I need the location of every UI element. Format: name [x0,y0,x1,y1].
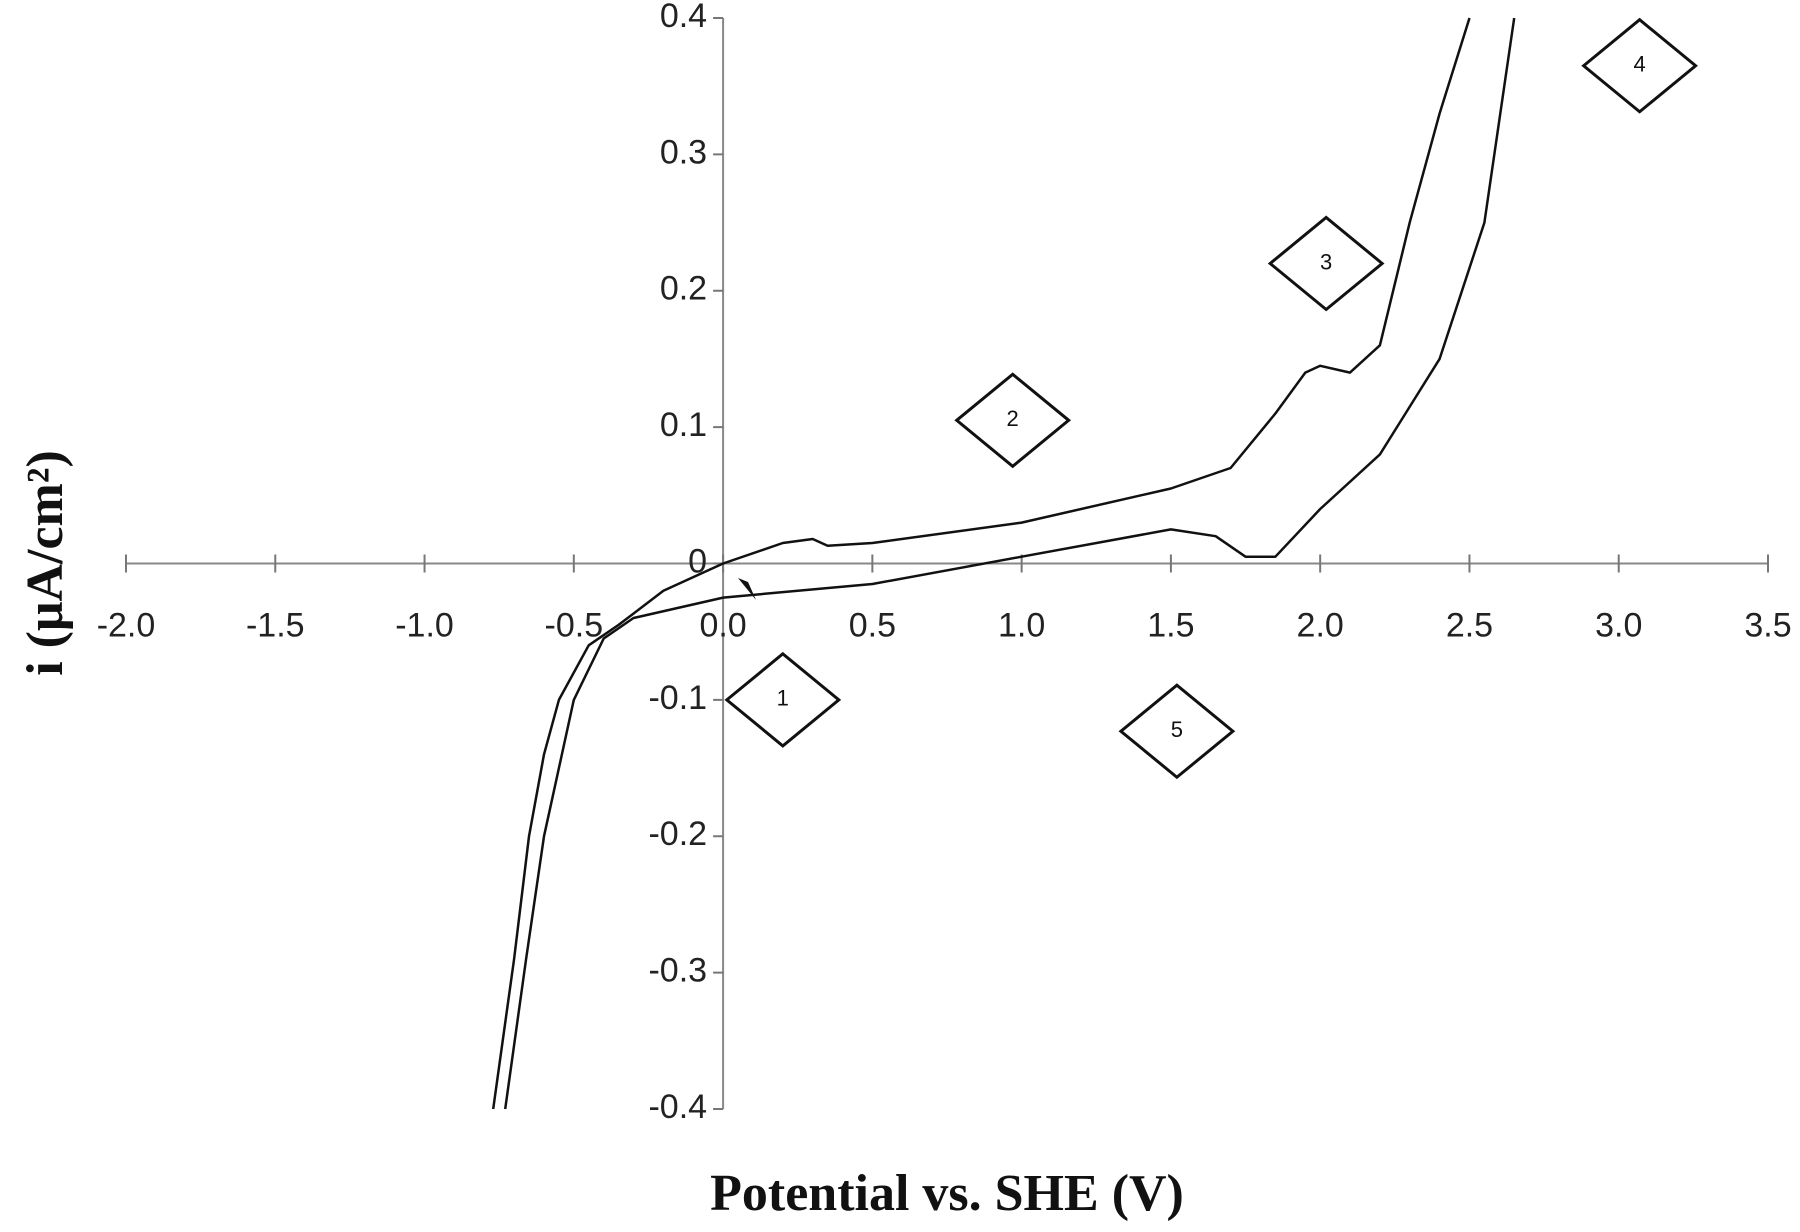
annotation-diamond [954,372,1072,469]
annotation-label: 4 [1634,52,1646,77]
x-tick-label: 0.5 [849,606,896,644]
annotation-label: 5 [1171,717,1183,742]
annotation-diamond [1267,215,1385,312]
x-tick-label: 3.0 [1595,606,1642,644]
y-tick-label: 0.1 [660,406,707,444]
x-tick-label: -1.0 [395,606,454,644]
x-tick-label: 3.5 [1744,606,1791,644]
y-axis-label: i (μA/cm²) [17,450,74,676]
x-tick-label: 2.0 [1297,606,1344,644]
x-tick-label: 1.0 [998,606,1045,644]
annotation-diamond [724,651,842,748]
y-tick-label: -0.2 [648,815,707,853]
x-tick-label: 2.5 [1446,606,1493,644]
x-tick-label: 0.0 [699,606,746,644]
y-tick-label: -0.4 [648,1088,707,1126]
x-tick-label: 1.5 [1147,606,1194,644]
y-tick-label: 0.3 [660,133,707,171]
annotation-label: 1 [777,686,789,711]
y-tick-label: 0.2 [660,270,707,308]
annotation-label: 3 [1320,249,1332,274]
y-tick-label: -0.1 [648,679,707,717]
x-axis-label: Potential vs. SHE (V) [710,1165,1184,1222]
curve [491,17,1471,1110]
x-tick-label: -2.0 [97,606,156,644]
x-tick-label: -0.5 [545,606,604,644]
curve [503,17,1516,1110]
y-tick-label: 0 [688,542,707,580]
y-tick-label: -0.3 [648,952,707,990]
annotation-label: 2 [1007,406,1019,431]
annotation-diamond [1581,17,1698,114]
annotation-diamond [1118,683,1236,780]
x-tick-label: -1.5 [246,606,305,644]
y-tick-label: 0.4 [660,0,707,35]
